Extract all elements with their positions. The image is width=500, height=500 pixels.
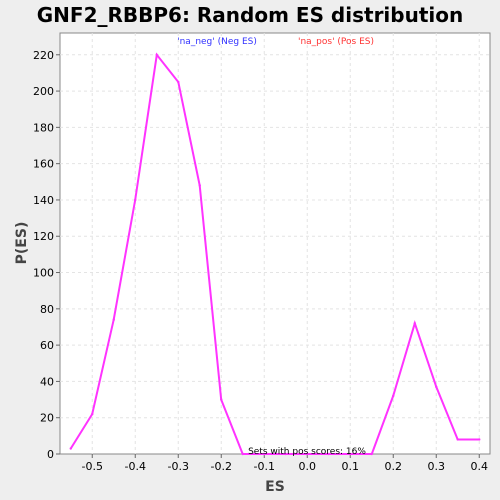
data-point xyxy=(69,447,72,450)
y-axis-label: P(ES) xyxy=(14,222,30,265)
x-tick-label: 0.1 xyxy=(342,460,360,473)
x-tick-label: 0.0 xyxy=(299,460,317,473)
y-tick-label: 100 xyxy=(33,267,54,280)
x-tick-label: -0.1 xyxy=(254,460,275,473)
y-tick-label: 20 xyxy=(40,412,54,425)
x-tick-label: -0.5 xyxy=(82,460,103,473)
data-point xyxy=(177,80,180,84)
data-point xyxy=(435,385,438,389)
data-point xyxy=(220,398,223,401)
y-tick-label: 0 xyxy=(47,448,54,461)
data-point xyxy=(456,438,459,441)
data-point xyxy=(112,318,115,321)
annotation-pos-scores: Sets with pos scores: 16% xyxy=(248,447,366,457)
data-point xyxy=(155,53,158,56)
data-point xyxy=(413,322,416,325)
x-tick-label: 0.3 xyxy=(428,460,446,473)
y-tick-label: 80 xyxy=(40,303,54,316)
data-point xyxy=(91,412,94,416)
data-point xyxy=(392,394,395,398)
series-layer xyxy=(69,52,481,456)
data-point xyxy=(306,452,309,456)
chart-title: GNF2_RBBP6: Random ES distribution xyxy=(36,3,464,27)
y-tick-label: 200 xyxy=(33,85,54,98)
y-tick-label: 140 xyxy=(33,194,54,207)
y-tick-label: 180 xyxy=(33,121,54,134)
data-point xyxy=(349,452,352,456)
y-tick-label: 220 xyxy=(33,49,54,62)
series-line xyxy=(69,52,480,455)
x-axis-label: ES xyxy=(265,479,285,495)
data-point xyxy=(263,452,266,456)
data-point xyxy=(327,452,330,456)
data-point xyxy=(478,438,481,441)
x-tick-label: -0.4 xyxy=(125,460,146,473)
x-tick-label: -0.3 xyxy=(168,460,189,473)
data-point xyxy=(134,198,137,202)
data-point xyxy=(198,184,201,187)
plot-area xyxy=(59,32,491,455)
x-tick-label: 0.2 xyxy=(385,460,403,473)
legend-entry-neg: 'na_neg' (Neg ES) xyxy=(177,37,257,47)
y-tick-label: 160 xyxy=(33,158,54,171)
y-tick-label: 120 xyxy=(33,230,54,243)
x-tick-label: -0.2 xyxy=(211,460,232,473)
data-point xyxy=(370,452,373,456)
y-tick-label: 60 xyxy=(40,339,54,352)
x-tick-label: 0.4 xyxy=(471,460,489,473)
y-tick-label: 40 xyxy=(40,375,54,388)
data-point xyxy=(241,452,244,456)
axes: 0 20 40 60 80 100 120 140 160 180 200 220 -0.5 -0.4 -0… xyxy=(33,49,488,473)
data-point xyxy=(284,452,287,456)
legend-entry-pos: 'na_pos' (Pos ES) xyxy=(298,37,374,47)
